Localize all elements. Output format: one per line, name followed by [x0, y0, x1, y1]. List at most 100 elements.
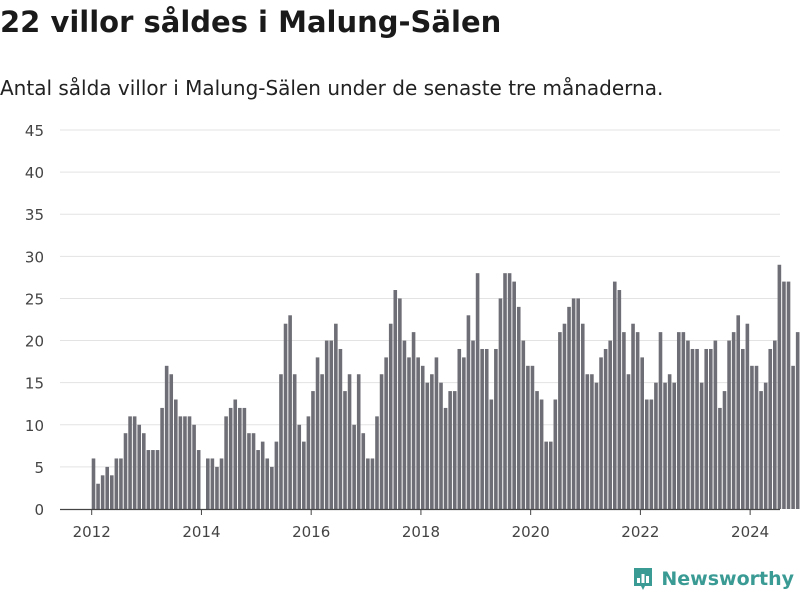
bar [786, 281, 791, 509]
bar [795, 332, 800, 509]
bar [631, 323, 635, 509]
bar [576, 298, 580, 509]
y-tick-label: 40 [25, 164, 44, 182]
bar [718, 407, 722, 509]
bar [334, 323, 338, 509]
bar [507, 273, 512, 509]
bar [503, 273, 507, 509]
bar [329, 340, 334, 509]
bars [91, 264, 800, 509]
bar [233, 399, 238, 509]
bar [526, 365, 530, 509]
bar [731, 332, 736, 509]
bar [251, 433, 256, 509]
bar [398, 298, 402, 509]
bar [105, 466, 110, 509]
bar [649, 399, 654, 509]
bar [530, 365, 535, 509]
bar [324, 340, 329, 509]
bar [585, 374, 590, 509]
bar [516, 306, 521, 509]
bar [274, 441, 279, 509]
bar [590, 374, 594, 509]
bar [443, 407, 448, 509]
bar [128, 416, 132, 509]
y-tick-label: 25 [25, 290, 44, 308]
bar [160, 407, 164, 509]
newsworthy-logo-icon [634, 568, 653, 590]
bar [777, 264, 782, 509]
bar [512, 281, 516, 509]
x-tick-label: 2020 [512, 523, 550, 541]
bar [567, 306, 571, 509]
bar [471, 340, 475, 509]
y-tick-label: 5 [34, 459, 44, 477]
bar [119, 458, 123, 509]
y-tick-label: 10 [25, 417, 44, 435]
x-tick-label: 2022 [621, 523, 659, 541]
bar [109, 475, 114, 509]
bar [676, 332, 681, 509]
bar [681, 332, 686, 509]
bar [361, 433, 366, 509]
bar [535, 391, 539, 509]
bar [224, 416, 228, 509]
bar [370, 458, 375, 509]
bar [256, 450, 260, 509]
bar [558, 332, 562, 509]
bar [580, 323, 585, 509]
bar [146, 450, 151, 509]
bar [773, 340, 777, 509]
bar [91, 458, 96, 509]
y-tick-label: 20 [25, 333, 44, 351]
bar [763, 382, 768, 509]
bar [96, 483, 100, 509]
y-tick-label: 15 [25, 375, 44, 393]
bar [612, 281, 617, 509]
bar [311, 391, 315, 509]
bar [242, 407, 247, 509]
bar [750, 365, 754, 509]
bar [279, 374, 283, 509]
bar [100, 475, 105, 509]
bar [722, 391, 727, 509]
y-axis-ticks: 0 5 10 15 20 25 30 35 40 45 [25, 122, 44, 519]
bar [420, 365, 425, 509]
bar [754, 365, 759, 509]
bar [407, 357, 411, 509]
bar [425, 382, 430, 509]
bar [654, 382, 658, 509]
bar [210, 458, 215, 509]
bar [430, 374, 434, 509]
bar [475, 273, 480, 509]
bar [292, 374, 297, 509]
bar [608, 340, 612, 509]
x-tick-label: 2014 [182, 523, 220, 541]
bar [553, 399, 558, 509]
bar [366, 458, 370, 509]
x-tick-label: 2024 [731, 523, 769, 541]
bar [663, 382, 667, 509]
bar [306, 416, 311, 509]
bar [270, 466, 274, 509]
chart-subtitle: Antal sålda villor i Malung-Sälen under … [0, 76, 664, 100]
bar [768, 348, 773, 509]
bar [489, 399, 494, 509]
bar [548, 441, 553, 509]
bar [622, 332, 626, 509]
bar [782, 281, 786, 509]
bar [187, 416, 192, 509]
bar [603, 348, 608, 509]
bar [617, 290, 622, 509]
bar [736, 315, 741, 509]
bar [439, 382, 443, 509]
bar [384, 357, 388, 509]
bar [206, 458, 210, 509]
newsworthy-brand: Newsworthy [632, 564, 794, 594]
bar [215, 466, 219, 509]
x-tick-label: 2018 [402, 523, 440, 541]
bar [196, 450, 201, 509]
bar [644, 399, 649, 509]
bar [347, 374, 352, 509]
bar [151, 450, 155, 509]
